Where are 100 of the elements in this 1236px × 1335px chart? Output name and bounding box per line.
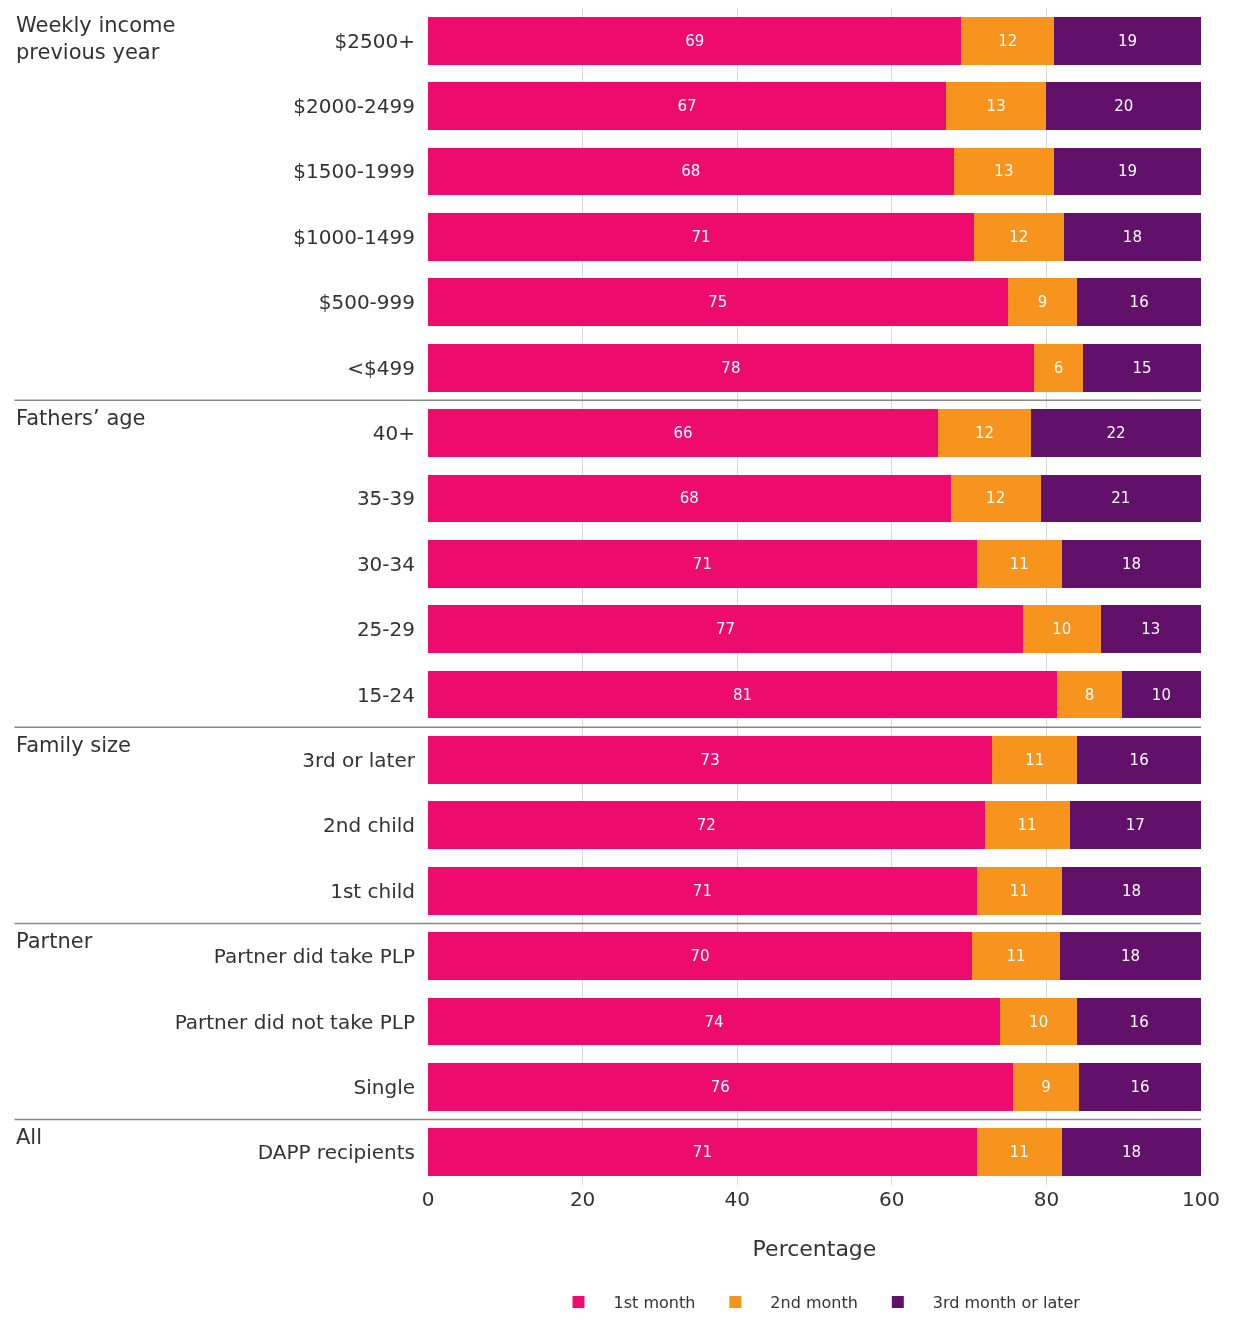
bar: [1040, 474, 1201, 523]
bar: [1077, 736, 1201, 784]
data-label: 75: [708, 293, 728, 312]
bar: [976, 539, 1062, 588]
text: Family size: [16, 733, 131, 757]
bar: [1061, 1128, 1201, 1177]
data-label: 6: [1053, 358, 1064, 377]
data-label: 22: [1106, 424, 1126, 443]
bar: [950, 474, 1041, 523]
y-tick-label: 25-29: [356, 617, 415, 642]
legend-label: 1st month: [613, 1293, 696, 1313]
data-label: 78: [721, 358, 741, 377]
data-label: 69: [685, 31, 705, 50]
legend-label: 2nd month: [770, 1293, 858, 1313]
bar: [992, 736, 1078, 784]
bar: [428, 997, 1001, 1046]
bar: [1063, 212, 1201, 261]
bar: [428, 670, 1058, 719]
data-label: 11: [1009, 554, 1029, 573]
text: Partner: [16, 929, 93, 953]
y-tick-label: Single: [353, 1074, 415, 1099]
bar: [428, 932, 972, 981]
data-label: 13: [994, 162, 1014, 181]
y-tick-label: $500-999: [318, 290, 415, 315]
bar: [1000, 997, 1078, 1046]
bar: [1033, 343, 1084, 392]
data-label: 16: [1130, 1077, 1150, 1096]
data-label: 16: [1129, 750, 1149, 769]
y-tick-label: DAPP recipients: [257, 1140, 415, 1165]
data-label: 74: [704, 1012, 724, 1031]
bar: [428, 16, 962, 65]
y-tick-label: $1500-1999: [293, 159, 415, 184]
bar: [1100, 605, 1201, 654]
bar: [1077, 278, 1201, 327]
data-label: 10: [1151, 685, 1171, 704]
data-label: 11: [1006, 947, 1026, 966]
data-label: 17: [1125, 816, 1145, 835]
bar: [961, 16, 1055, 65]
y-tick-label: <$499: [347, 355, 415, 380]
text: Weekly income previous year: [16, 13, 176, 65]
bar: [976, 866, 1062, 915]
data-label: 68: [679, 489, 699, 508]
bar: [1121, 670, 1201, 719]
bar: [1059, 932, 1201, 981]
data-label: 18: [1121, 1143, 1141, 1162]
bar: [428, 343, 1034, 392]
data-label: 9: [1041, 1077, 1051, 1096]
data-label: 18: [1121, 554, 1141, 573]
data-label: 18: [1121, 881, 1141, 900]
y-tick-label: $2000-2499: [293, 94, 415, 119]
bar: [984, 801, 1070, 850]
y-tick-label: 30-34: [356, 551, 415, 576]
bar: [945, 82, 1047, 130]
bar: [1083, 343, 1201, 392]
data-label: 15: [1132, 358, 1152, 377]
y-tick-label: Partner did not take PLP: [174, 1009, 415, 1034]
data-label: 71: [692, 554, 712, 573]
data-label: 18: [1122, 227, 1142, 246]
bar: [1007, 278, 1078, 327]
text: Fathers’ age: [16, 406, 146, 430]
bar: [1061, 539, 1201, 588]
data-label: 19: [1118, 31, 1138, 50]
data-label: 76: [710, 1077, 730, 1096]
data-label: 13: [986, 97, 1006, 116]
bar: [428, 212, 974, 261]
text: All: [16, 1125, 43, 1149]
y-tick-label: 3rd or later: [302, 747, 416, 772]
x-tick-label: 20: [569, 1187, 596, 1211]
data-label: 12: [986, 489, 1006, 508]
data-label: 11: [1009, 1143, 1029, 1162]
y-tick-label: 15-24: [356, 682, 415, 707]
bar: [428, 278, 1008, 327]
bar: [428, 539, 977, 588]
bar: [428, 1128, 977, 1177]
bar: [428, 736, 993, 784]
data-label: 10: [1052, 620, 1072, 639]
bar: [1023, 605, 1101, 654]
data-label: 11: [1009, 881, 1029, 900]
bar: [1061, 866, 1201, 915]
bar: [1012, 1063, 1080, 1111]
x-tick-label: 60: [879, 1187, 905, 1211]
y-tick-label: 35-39: [356, 486, 415, 511]
x-tick-label: 100: [1181, 1187, 1221, 1211]
data-label: 72: [696, 816, 716, 835]
data-label: 9: [1037, 293, 1048, 312]
bar: [973, 212, 1064, 261]
data-label: 19: [1118, 162, 1138, 181]
bar: [1069, 801, 1201, 850]
y-tick-label: 2nd child: [323, 813, 415, 838]
data-label: 12: [1009, 227, 1029, 246]
data-label: 67: [677, 97, 697, 116]
bar: [1054, 147, 1201, 196]
bar: [1079, 1063, 1201, 1111]
y-tick-label: 1st child: [330, 878, 415, 903]
bar: [428, 147, 954, 196]
y-tick-label: 40+: [372, 421, 415, 446]
data-label: 12: [998, 31, 1018, 50]
data-label: 13: [1141, 620, 1161, 639]
data-label: 11: [1025, 750, 1045, 769]
x-tick-label: 0: [421, 1187, 435, 1211]
